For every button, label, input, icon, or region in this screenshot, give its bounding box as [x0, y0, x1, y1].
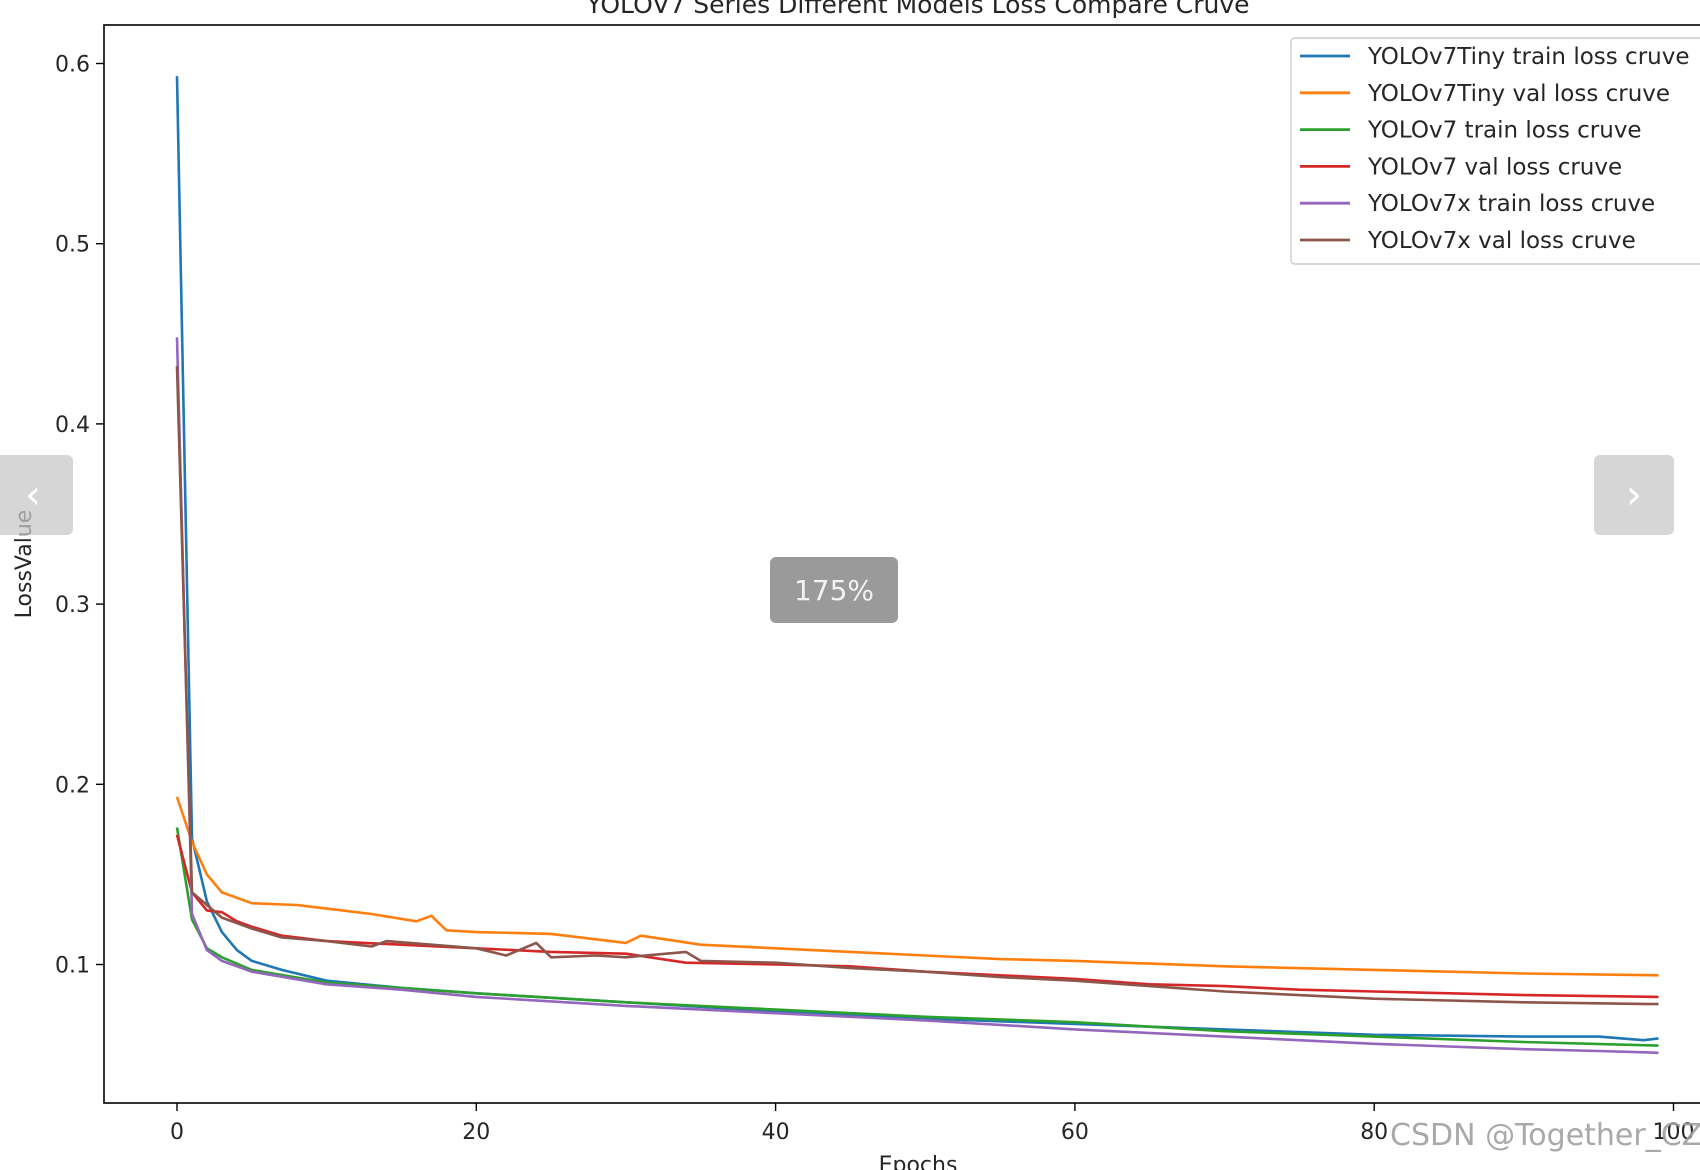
- plot-area: [175, 76, 1659, 1055]
- previous-image-button[interactable]: ‹: [0, 455, 73, 535]
- legend-entry: YOLOv7Tiny val loss cruve: [1367, 81, 1670, 107]
- y-tick-label: 0.5: [55, 233, 90, 258]
- series-line-6: [175, 366, 1659, 1006]
- x-tick-label: 60: [1061, 1120, 1089, 1145]
- x-tick-label: 0: [170, 1120, 184, 1145]
- y-tick-label: 0.4: [55, 413, 90, 438]
- y-tick-label: 0.6: [55, 53, 90, 78]
- y-tick-label: 0.2: [55, 773, 90, 798]
- legend-entry: YOLOv7x val loss cruve: [1367, 228, 1636, 254]
- series-line-5: [175, 337, 1659, 1055]
- x-tick-label: 80: [1360, 1120, 1388, 1145]
- legend-entry: YOLOv7 train loss cruve: [1367, 118, 1642, 144]
- legend: YOLOv7Tiny train loss cruve YOLOv7Tiny va…: [1290, 37, 1700, 265]
- x-axis: 0 20 40 60 80 100: [170, 1103, 1695, 1145]
- axes-frame: [103, 24, 1700, 1104]
- legend-entry: YOLOv7 val loss cruve: [1367, 154, 1622, 180]
- legend-entry: YOLOv7x train loss cruve: [1367, 191, 1655, 217]
- x-tick-label: 100: [1653, 1120, 1695, 1145]
- legend-entry: YOLOv7Tiny train loss cruve: [1367, 44, 1690, 70]
- series-line-2: [175, 796, 1659, 977]
- series-line-4: [175, 834, 1659, 999]
- y-tick-label: 0.1: [55, 954, 90, 979]
- x-tick-label: 20: [462, 1120, 490, 1145]
- chart-title: YOLOV7 Series Different Models Loss Comp…: [585, 0, 1249, 19]
- watermark: CSDN @Together_CZ: [1390, 1118, 1700, 1153]
- chevron-right-icon: ›: [1626, 472, 1642, 518]
- y-axis: 0.1 0.2 0.3 0.4 0.5 0.6: [55, 53, 104, 979]
- zoom-level-badge: 175%: [770, 557, 898, 623]
- next-image-button[interactable]: ›: [1594, 455, 1674, 535]
- x-tick-label: 40: [762, 1120, 790, 1145]
- x-axis-label: Epochs: [879, 1153, 958, 1170]
- legend-box: [1290, 37, 1700, 265]
- y-tick-label: 0.3: [55, 593, 90, 618]
- chevron-left-icon: ‹: [25, 472, 41, 518]
- series-line-3: [175, 827, 1659, 1047]
